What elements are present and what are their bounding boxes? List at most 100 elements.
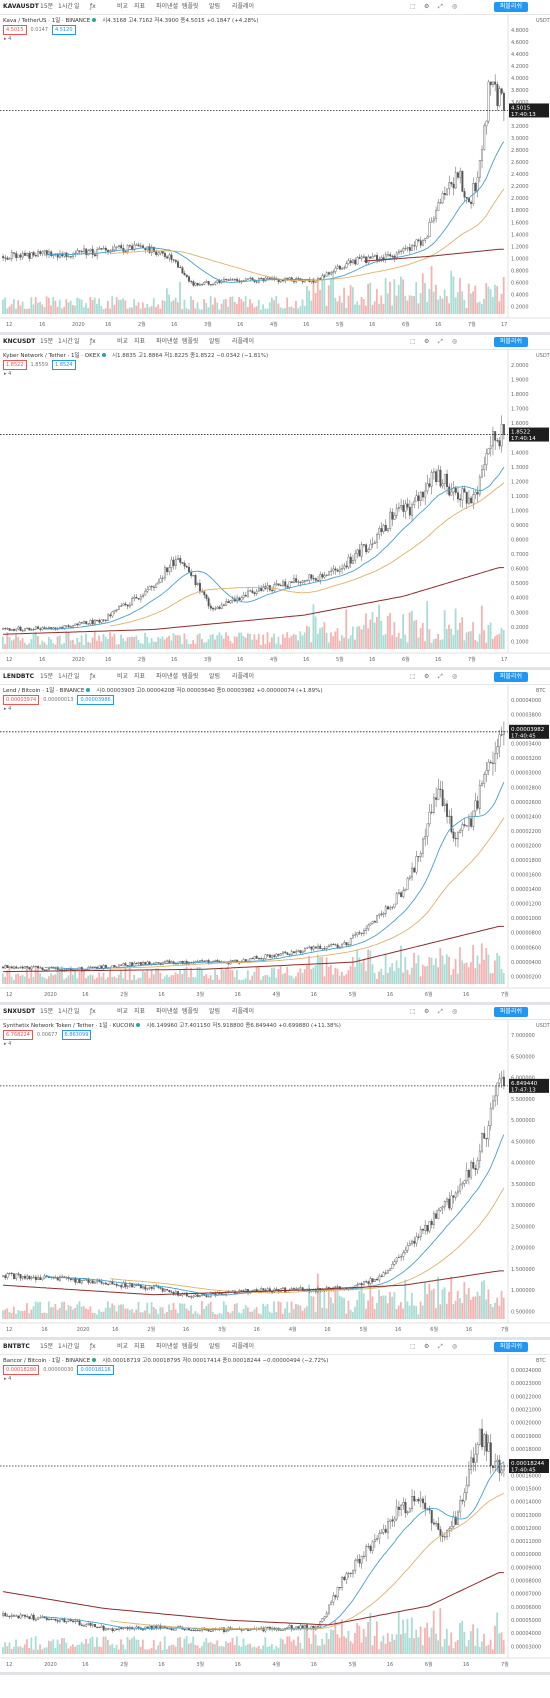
toolbar-item[interactable]: 15분 — [40, 338, 54, 345]
toolbar-item[interactable]: 지표 — [134, 1343, 146, 1350]
price-chart[interactable]: BTC0.000240000.000230000.000220000.00021… — [0, 1340, 550, 1672]
sell-price-box[interactable]: 1.8522 — [3, 360, 27, 370]
layout-icon[interactable]: ⬚ — [410, 1343, 416, 1350]
price-chart[interactable]: BTC0.000040000.000038000.000036000.00003… — [0, 670, 550, 1002]
toolbar-item[interactable]: 알림 — [209, 338, 221, 345]
toolbar-item[interactable]: 알림 — [209, 3, 221, 10]
toolbar-item[interactable]: 15분 — [40, 1008, 54, 1015]
collapse-arrow-icon[interactable]: ▸ 4 — [4, 1376, 12, 1382]
snapshot-icon[interactable]: ◎ — [452, 673, 458, 680]
toolbar-item[interactable]: 일 — [74, 673, 80, 680]
toolbar-item[interactable]: 알림 — [209, 673, 221, 680]
symbol-search[interactable]: BNTBTC — [3, 1343, 30, 1350]
toolbar-item[interactable]: 1시간 — [58, 1343, 73, 1350]
toolbar-item[interactable]: 비교 — [117, 673, 129, 680]
toolbar-item[interactable]: 1시간 — [58, 338, 73, 345]
fullscreen-icon[interactable]: ⤢ — [438, 338, 443, 345]
publish-button[interactable]: 퍼블리쉬 — [493, 672, 528, 682]
snapshot-icon[interactable]: ◎ — [452, 1008, 458, 1015]
toolbar-item[interactable]: 15분 — [40, 3, 54, 10]
toolbar-item[interactable]: 리플레이 — [232, 3, 255, 10]
toolbar-item[interactable]: 비교 — [117, 1008, 129, 1015]
toolbar-item[interactable]: 템플릿 — [182, 673, 199, 680]
toolbar-item[interactable]: 리플레이 — [232, 338, 255, 345]
toolbar-item[interactable]: ƒx — [90, 3, 96, 10]
snapshot-icon[interactable]: ◎ — [452, 1343, 458, 1350]
price-chart[interactable]: USDT7.0000006.5000006.0000005.5000005.00… — [0, 1005, 550, 1337]
toolbar-item[interactable]: 일 — [74, 1343, 80, 1350]
layout-icon[interactable]: ⬚ — [410, 338, 416, 345]
toolbar-item[interactable]: 리플레이 — [232, 673, 255, 680]
toolbar-item[interactable]: ƒx — [90, 1343, 96, 1350]
toolbar-item[interactable]: 템플릿 — [182, 3, 199, 10]
sell-price-box[interactable]: 6.768224 — [3, 1030, 33, 1040]
symbol-search[interactable]: SNXUSDT — [3, 1008, 36, 1015]
publish-button[interactable]: 퍼블리쉬 — [493, 2, 528, 12]
fullscreen-icon[interactable]: ⤢ — [438, 3, 443, 10]
symbol-search[interactable]: LENDBTC — [3, 673, 34, 680]
toolbar-item[interactable]: 템플릿 — [182, 338, 199, 345]
toolbar-item[interactable]: 알림 — [209, 1008, 221, 1015]
toolbar-item[interactable]: 비교 — [117, 1343, 129, 1350]
fullscreen-icon[interactable]: ⤢ — [438, 1343, 443, 1350]
collapse-arrow-icon[interactable]: ▸ 4 — [4, 1041, 12, 1047]
toolbar-item[interactable]: 지표 — [134, 1008, 146, 1015]
toolbar-item[interactable]: 파이낸셜 — [156, 1343, 179, 1350]
toolbar-item[interactable]: 파이낸셜 — [156, 3, 179, 10]
buy-price-box[interactable]: 4.5120 — [52, 25, 76, 35]
toolbar-item[interactable]: ƒx — [90, 1008, 96, 1015]
sell-price-box[interactable]: 4.5015 — [3, 25, 27, 35]
snapshot-icon[interactable]: ◎ — [452, 338, 458, 345]
symbol-search[interactable]: KNCUSDT — [3, 338, 36, 345]
price-chart[interactable]: USDT2.00001.90001.80001.70001.60001.5000… — [0, 335, 550, 667]
toolbar-item[interactable]: 파이낸셜 — [156, 673, 179, 680]
toolbar-item[interactable]: 지표 — [134, 3, 146, 10]
toolbar-item[interactable]: 일 — [74, 3, 80, 10]
toolbar-item[interactable]: 템플릿 — [182, 1008, 199, 1015]
layout-icon[interactable]: ⬚ — [410, 1008, 416, 1015]
toolbar-item[interactable]: 1시간 — [58, 1008, 73, 1015]
settings-icon[interactable]: ⚙ — [424, 673, 430, 680]
toolbar-item[interactable]: 비교 — [117, 3, 129, 10]
toolbar-item[interactable]: 일 — [74, 338, 80, 345]
toolbar-item[interactable]: 15분 — [40, 1343, 54, 1350]
settings-icon[interactable]: ⚙ — [424, 1008, 430, 1015]
toolbar-item[interactable]: ƒx — [90, 673, 96, 680]
settings-icon[interactable]: ⚙ — [424, 3, 430, 10]
toolbar-item[interactable]: 파이낸셜 — [156, 338, 179, 345]
buy-price-box[interactable]: 0.00003986 — [77, 695, 114, 705]
collapse-arrow-icon[interactable]: ▸ 4 — [4, 36, 12, 42]
symbol-search[interactable]: KAVAUSDT — [3, 3, 39, 10]
toolbar-item[interactable]: 지표 — [134, 338, 146, 345]
publish-button[interactable]: 퍼블리쉬 — [493, 1007, 528, 1017]
toolbar-item[interactable]: 파이낸셜 — [156, 1008, 179, 1015]
publish-button[interactable]: 퍼블리쉬 — [493, 1342, 528, 1352]
toolbar-item[interactable]: 비교 — [117, 338, 129, 345]
toolbar-item[interactable]: 리플레이 — [232, 1343, 255, 1350]
buy-price-box[interactable]: 0.00018116 — [77, 1365, 114, 1375]
toolbar-item[interactable]: 알림 — [209, 1343, 221, 1350]
toolbar-item[interactable]: 일 — [74, 1008, 80, 1015]
collapse-arrow-icon[interactable]: ▸ 4 — [4, 706, 12, 712]
toolbar-item[interactable]: ƒx — [90, 338, 96, 345]
buy-price-box[interactable]: 1.8524 — [52, 360, 76, 370]
toolbar-item[interactable]: 1시간 — [58, 3, 73, 10]
sell-price-box[interactable]: 0.00003974 — [3, 695, 40, 705]
settings-icon[interactable]: ⚙ — [424, 1343, 430, 1350]
buy-price-box[interactable]: 6.863099 — [61, 1030, 92, 1040]
fullscreen-icon[interactable]: ⤢ — [438, 673, 443, 680]
publish-button[interactable]: 퍼블리쉬 — [493, 337, 528, 347]
toolbar-item[interactable]: 지표 — [134, 673, 146, 680]
toolbar-item[interactable]: 1시간 — [58, 673, 73, 680]
sell-price-box[interactable]: 0.00018280 — [3, 1365, 40, 1375]
layout-icon[interactable]: ⬚ — [410, 673, 416, 680]
toolbar-item[interactable]: 15분 — [40, 673, 54, 680]
price-chart[interactable]: USDT4.80004.60004.40004.20004.00003.8000… — [0, 0, 550, 332]
toolbar-item[interactable]: 템플릿 — [182, 1343, 199, 1350]
settings-icon[interactable]: ⚙ — [424, 338, 430, 345]
layout-icon[interactable]: ⬚ — [410, 3, 416, 10]
snapshot-icon[interactable]: ◎ — [452, 3, 458, 10]
toolbar-item[interactable]: 리플레이 — [232, 1008, 255, 1015]
fullscreen-icon[interactable]: ⤢ — [438, 1008, 443, 1015]
collapse-arrow-icon[interactable]: ▸ 4 — [4, 371, 12, 377]
